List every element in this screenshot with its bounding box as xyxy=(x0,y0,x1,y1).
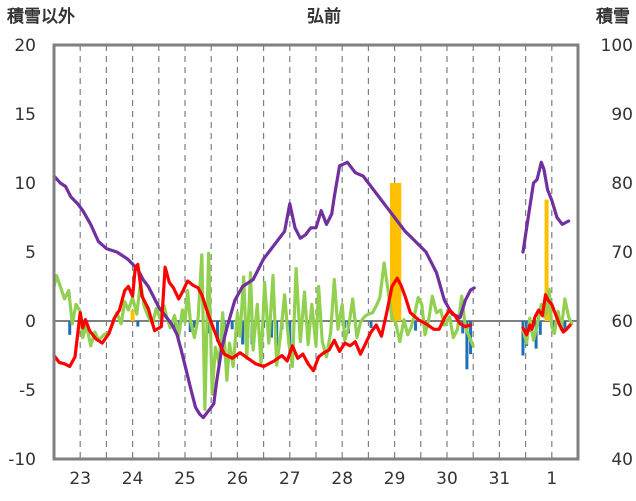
left-y-tick-label: -5 xyxy=(19,381,36,401)
bar xyxy=(215,321,219,342)
x-tick-label: 23 xyxy=(69,469,91,489)
bar xyxy=(414,321,418,331)
bar xyxy=(389,183,394,321)
x-tick-label: 1 xyxy=(546,469,557,489)
x-tick-label: 25 xyxy=(174,469,196,489)
x-tick-label: 28 xyxy=(331,469,353,489)
right-y-tick-label: 70 xyxy=(611,243,633,263)
left-y-tick-label: 0 xyxy=(25,312,36,332)
left-y-tick-label: 15 xyxy=(14,105,36,125)
x-tick-label: 31 xyxy=(489,469,511,489)
bar xyxy=(521,321,525,356)
bar xyxy=(230,321,234,330)
bar xyxy=(397,183,402,321)
right-y-tick-label: 50 xyxy=(611,381,633,401)
bar xyxy=(369,321,373,328)
series-line xyxy=(521,293,572,337)
bar xyxy=(192,321,196,328)
bar xyxy=(544,199,549,321)
bar xyxy=(130,309,135,321)
x-tick-label: 30 xyxy=(436,469,458,489)
tick-labels: -10 -5 0 5 10 15 20 40 50 60 70 80 90 100 23 24 25 26 27 28… xyxy=(8,36,633,489)
chart-title: 弘前 xyxy=(307,6,341,27)
right-axis-title: 積雪 xyxy=(596,6,630,27)
plot-frame xyxy=(52,43,580,461)
series-line xyxy=(52,160,476,420)
left-y-tick-label: 5 xyxy=(25,243,36,263)
x-tick-label: 24 xyxy=(122,469,144,489)
right-y-tick-label: 80 xyxy=(611,174,633,194)
bar xyxy=(207,321,211,334)
bar xyxy=(68,321,72,335)
left-y-tick-label: 10 xyxy=(14,174,36,194)
bar xyxy=(465,321,469,370)
right-y-tick-label: 40 xyxy=(611,450,633,470)
bar xyxy=(563,321,567,333)
series-line xyxy=(52,251,475,411)
gridlines xyxy=(54,45,578,459)
series-line xyxy=(52,262,473,373)
right-y-tick-label: 100 xyxy=(601,36,633,56)
x-tick-label: 29 xyxy=(384,469,406,489)
x-tick-label: 26 xyxy=(227,469,249,489)
right-y-tick-label: 60 xyxy=(611,312,633,332)
bar xyxy=(538,321,542,335)
bar xyxy=(461,321,465,334)
bar xyxy=(269,321,273,338)
line-series xyxy=(52,160,574,420)
bar xyxy=(136,321,140,327)
bar xyxy=(393,183,398,321)
left-y-tick-label: -10 xyxy=(8,450,36,470)
bar xyxy=(241,321,245,345)
left-y-tick-label: 20 xyxy=(14,36,36,56)
left-axis-title: 積雪以外 xyxy=(7,6,75,27)
series-line xyxy=(521,160,571,254)
right-y-tick-label: 90 xyxy=(611,105,633,125)
x-tick-label: 27 xyxy=(279,469,301,489)
